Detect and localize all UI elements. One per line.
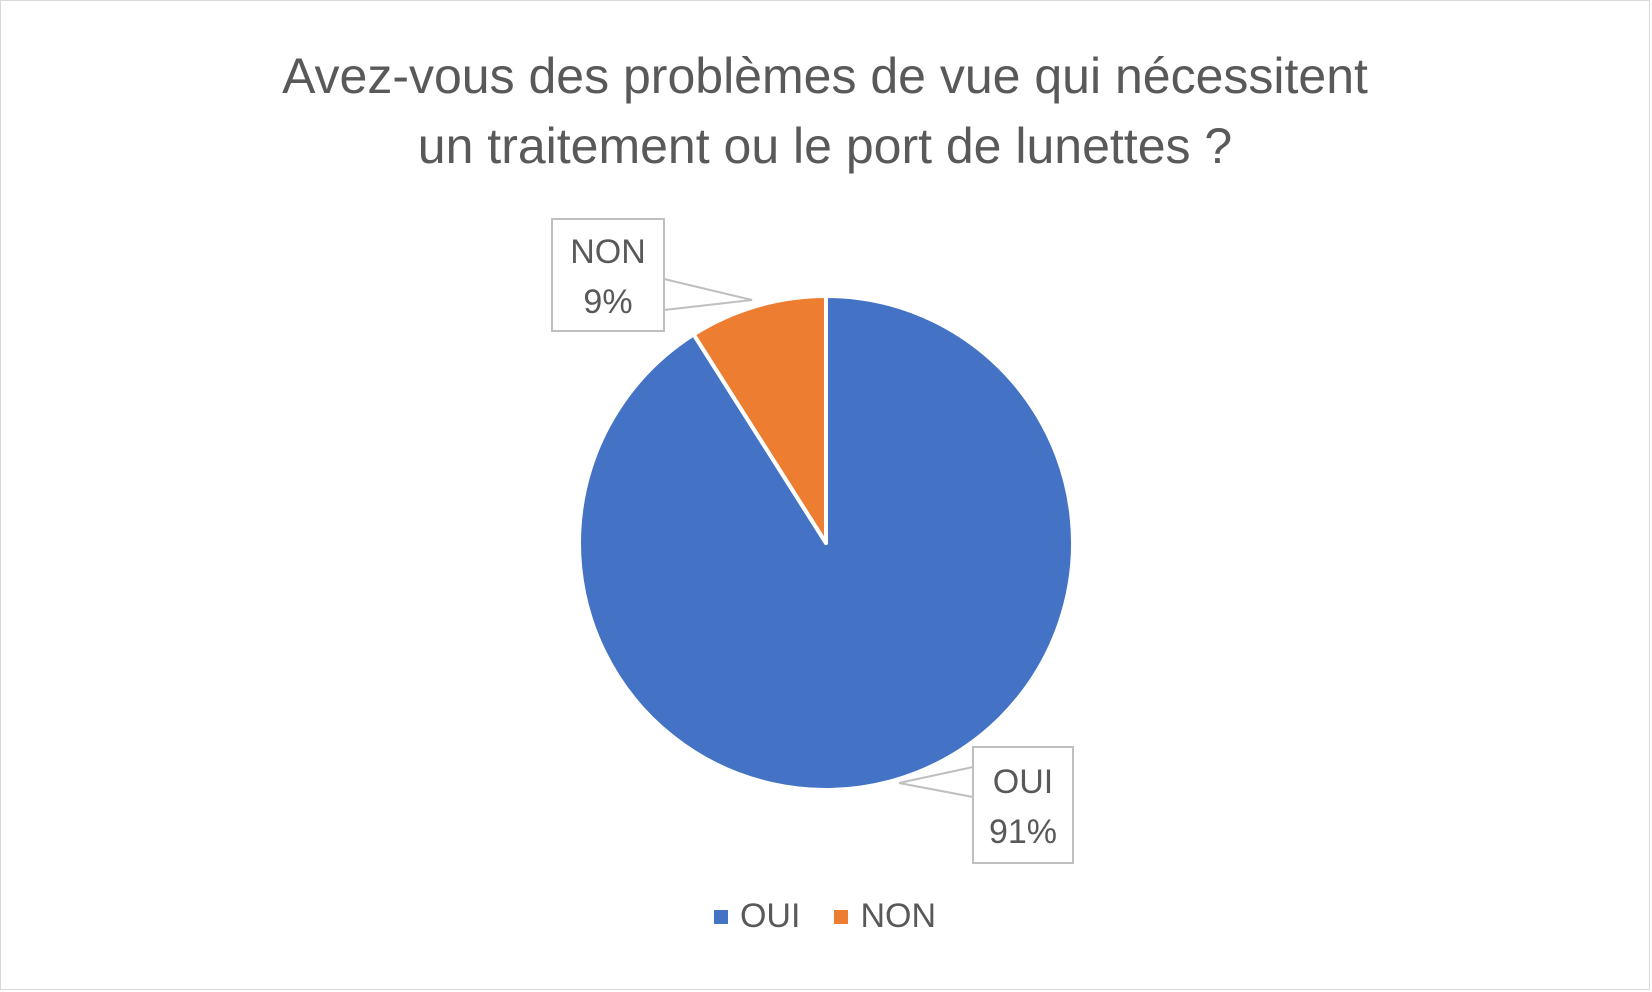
chart-title: Avez-vous des problèmes de vue qui néces…	[1, 41, 1649, 181]
legend-label-oui: OUI	[739, 897, 801, 935]
legend-item-non: NON	[834, 897, 936, 936]
callout-percent-oui: 91%	[989, 813, 1057, 851]
callout-leader-oui	[898, 766, 974, 798]
chart-title-line-2: un traitement ou le port de lunettes ?	[417, 118, 1233, 174]
chart-title-line-1: Avez-vous des problèmes de vue qui néces…	[282, 48, 1368, 104]
callout-box-non	[551, 218, 665, 332]
callout-leader-non	[663, 278, 753, 311]
pie-slice-non	[691, 294, 828, 545]
legend-swatch-oui	[713, 909, 728, 924]
callout-box-oui	[972, 746, 1074, 864]
callout-label-oui: OUI	[993, 763, 1053, 801]
callout-label-non: NON	[570, 233, 646, 271]
legend-label-non: NON	[860, 897, 936, 935]
legend-swatch-non	[834, 909, 849, 924]
legend-item-oui: OUI	[713, 897, 801, 936]
legend: OUI NON	[1, 897, 1649, 936]
callout-percent-non: 9%	[583, 283, 632, 321]
